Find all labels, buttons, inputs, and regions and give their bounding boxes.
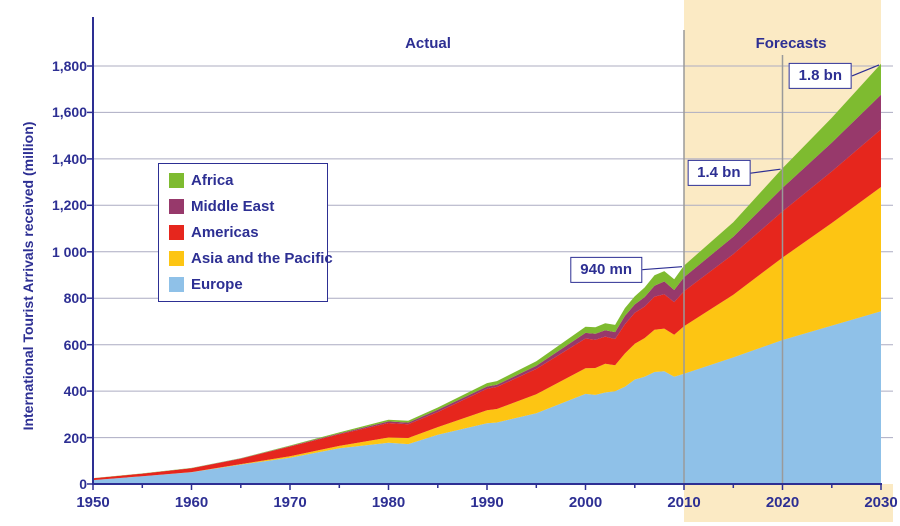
- y-tick-label: 1,800: [51, 58, 87, 74]
- legend-label-americas: Americas: [191, 223, 259, 241]
- legend-swatch-asia-and-the-pacific: [169, 250, 184, 266]
- legend-label-middle-east: Middle East: [191, 198, 275, 216]
- x-tick-label: 2010: [667, 494, 701, 511]
- x-tick-label: 1980: [371, 494, 406, 511]
- x-tick-label: 1960: [174, 494, 209, 511]
- legend-swatch-middle-east: [169, 199, 184, 215]
- legend: Africa Middle East Americas Asia and the Pa…: [158, 163, 333, 302]
- legend-swatch-africa: [169, 173, 184, 189]
- legend-label-africa: Africa: [191, 172, 234, 190]
- forecast-band-bottom: [684, 484, 893, 522]
- y-tick-label: 1,200: [51, 197, 87, 214]
- y-tick-label: 800: [63, 290, 87, 307]
- x-tick-label: 2030: [864, 494, 898, 511]
- y-tick-label: 1,400: [51, 150, 87, 167]
- legend-item-africa: Africa: [169, 172, 327, 189]
- legend-item-asia-and-the-pacific: Asia and the Pacific: [169, 250, 333, 267]
- y-tick-label: 0: [79, 476, 87, 492]
- y-tick-label: 600: [63, 336, 87, 353]
- annotation-1-8-bn: 1.8 bn: [788, 62, 852, 90]
- legend-label-europe: Europe: [191, 275, 243, 293]
- legend-item-europe: Europe: [169, 276, 327, 293]
- y-tick-label: 1,600: [51, 104, 87, 121]
- x-tick-label: 1970: [273, 494, 307, 511]
- y-tick-label: 200: [63, 429, 87, 446]
- y-tick-label: 400: [63, 383, 87, 400]
- legend-swatch-americas: [169, 224, 184, 240]
- legend-item-middle-east: Middle East: [169, 198, 327, 215]
- region-label-forecasts: Forecasts: [755, 35, 827, 52]
- annotation-1-4-bn: 1.4 bn: [687, 160, 751, 187]
- x-tick-label: 2020: [765, 494, 800, 511]
- legend-swatch-europe: [169, 276, 184, 292]
- annotation-940-mn: 940 mn: [570, 256, 642, 283]
- y-tick-label: 1 000: [51, 243, 87, 260]
- x-tick-label: 2000: [568, 494, 603, 511]
- x-tick-label: 1990: [470, 494, 504, 511]
- legend-label-asia-and-the-pacific: Asia and the Pacific: [191, 249, 333, 267]
- legend-item-americas: Americas: [169, 224, 327, 241]
- region-label-actual: Actual: [405, 35, 451, 52]
- x-tick-label: 1950: [76, 494, 110, 511]
